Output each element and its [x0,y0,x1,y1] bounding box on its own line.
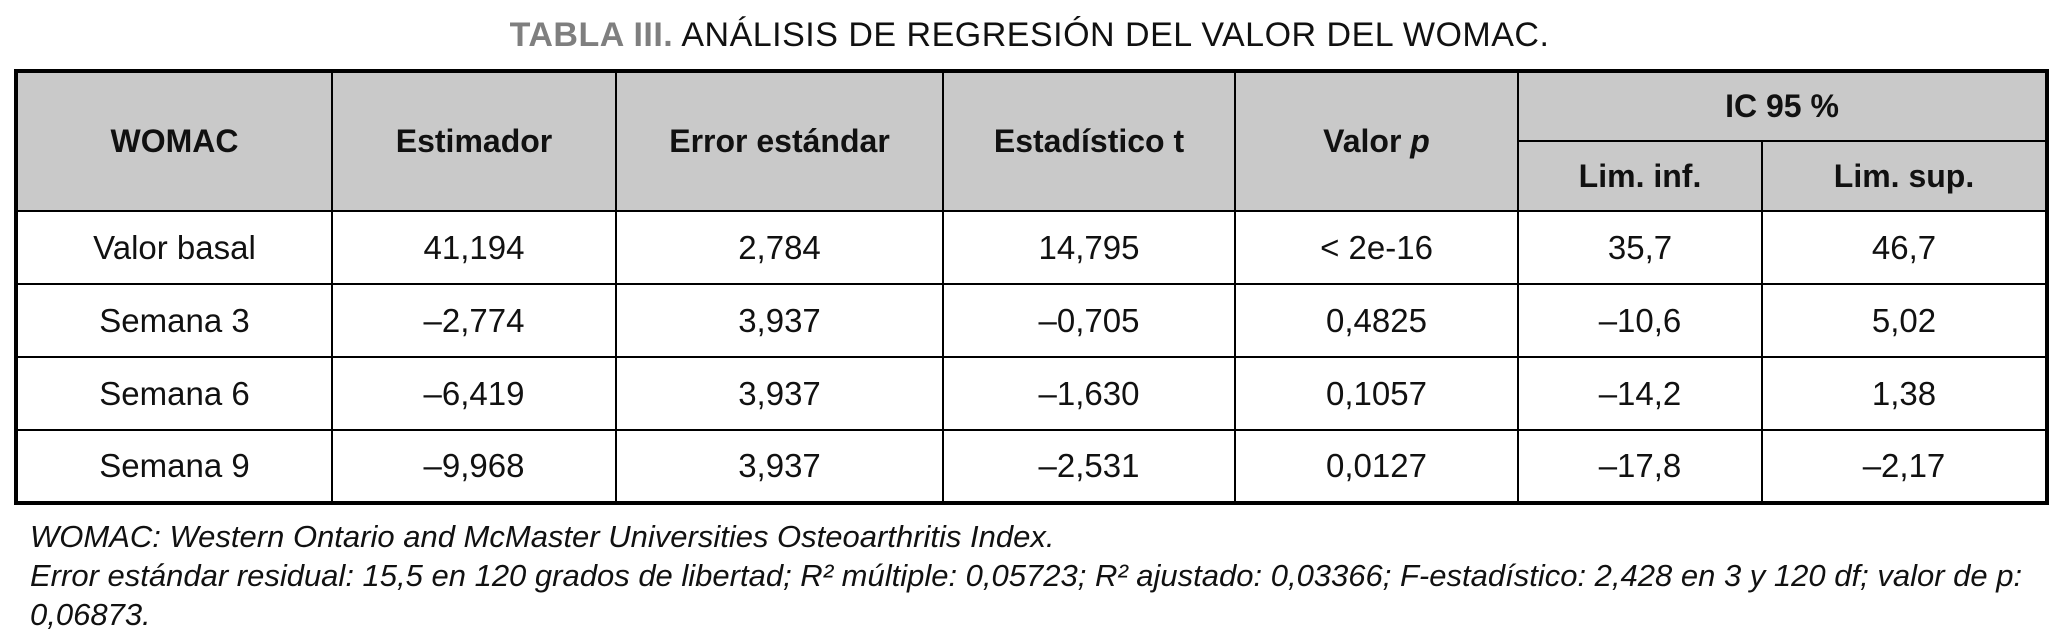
table-row-valor-basal: Valor basal 41,194 2,784 14,795 < 2e-16 … [15,210,2049,285]
header-lim-inf: Lim. inf. [1517,140,1763,212]
header-p-symbol: p [1410,123,1430,159]
cell-estimador: 41,194 [331,210,617,285]
table-body: Valor basal 41,194 2,784 14,795 < 2e-16 … [15,210,2049,504]
cell-t: –1,630 [942,356,1236,431]
cell-lim-inf: –10,6 [1517,283,1763,358]
header-valor-p: Valor p [1234,70,1519,212]
cell-p: 0,0127 [1234,429,1519,504]
cell-estimador: –2,774 [331,283,617,358]
cell-label: Semana 3 [15,283,333,358]
footnote-womac-definition: WOMAC: Western Ontario and McMaster Univ… [30,519,1055,554]
cell-estimador: –9,968 [331,429,617,504]
cell-p: 0,4825 [1234,283,1519,358]
header-estimador: Estimador [331,70,617,212]
cell-error: 3,937 [615,283,944,358]
cell-estimador: –6,419 [331,356,617,431]
header-valor-word: Valor [1323,123,1402,159]
footnote-model-statistics: Error estándar residual: 15,5 en 120 gra… [30,558,2023,632]
table-number-label: TABLA III. [509,16,674,54]
cell-t: 14,795 [942,210,1236,285]
cell-lim-sup: 1,38 [1760,356,2049,431]
cell-lim-sup: –2,17 [1760,429,2049,504]
table-footnotes: WOMAC: Western Ontario and McMaster Univ… [30,517,2025,634]
regression-table: WOMAC Estimador Error estándar Estadísti… [14,69,2050,505]
header-womac: WOMAC [15,70,333,212]
cell-t: –0,705 [942,283,1236,358]
cell-t: –2,531 [942,429,1236,504]
table-header: WOMAC Estimador Error estándar Estadísti… [15,70,2049,212]
header-estadistico-t: Estadístico t [942,70,1236,212]
table-row-semana-6: Semana 6 –6,419 3,937 –1,630 0,1057 –14,… [15,356,2049,431]
cell-lim-inf: 35,7 [1517,210,1763,285]
table-title-text: ANÁLISIS DE REGRESIÓN DEL VALOR DEL WOMA… [681,16,1550,54]
cell-label: Semana 9 [15,429,333,504]
cell-error: 3,937 [615,429,944,504]
page-title: TABLA III. ANÁLISIS DE REGRESIÓN DEL VAL… [0,16,2059,55]
header-lim-sup: Lim. sup. [1760,140,2049,212]
cell-error: 2,784 [615,210,944,285]
cell-label: Semana 6 [15,356,333,431]
cell-p: < 2e-16 [1234,210,1519,285]
cell-lim-sup: 46,7 [1760,210,2049,285]
cell-lim-inf: –17,8 [1517,429,1763,504]
header-error-estandar: Error estándar [615,70,944,212]
cell-p: 0,1057 [1234,356,1519,431]
cell-lim-inf: –14,2 [1517,356,1763,431]
cell-label: Valor basal [15,210,333,285]
cell-error: 3,937 [615,356,944,431]
cell-lim-sup: 5,02 [1760,283,2049,358]
header-ic95: IC 95 % [1516,70,2049,142]
table-row-semana-9: Semana 9 –9,968 3,937 –2,531 0,0127 –17,… [15,429,2049,504]
table-row-semana-3: Semana 3 –2,774 3,937 –0,705 0,4825 –10,… [15,283,2049,358]
